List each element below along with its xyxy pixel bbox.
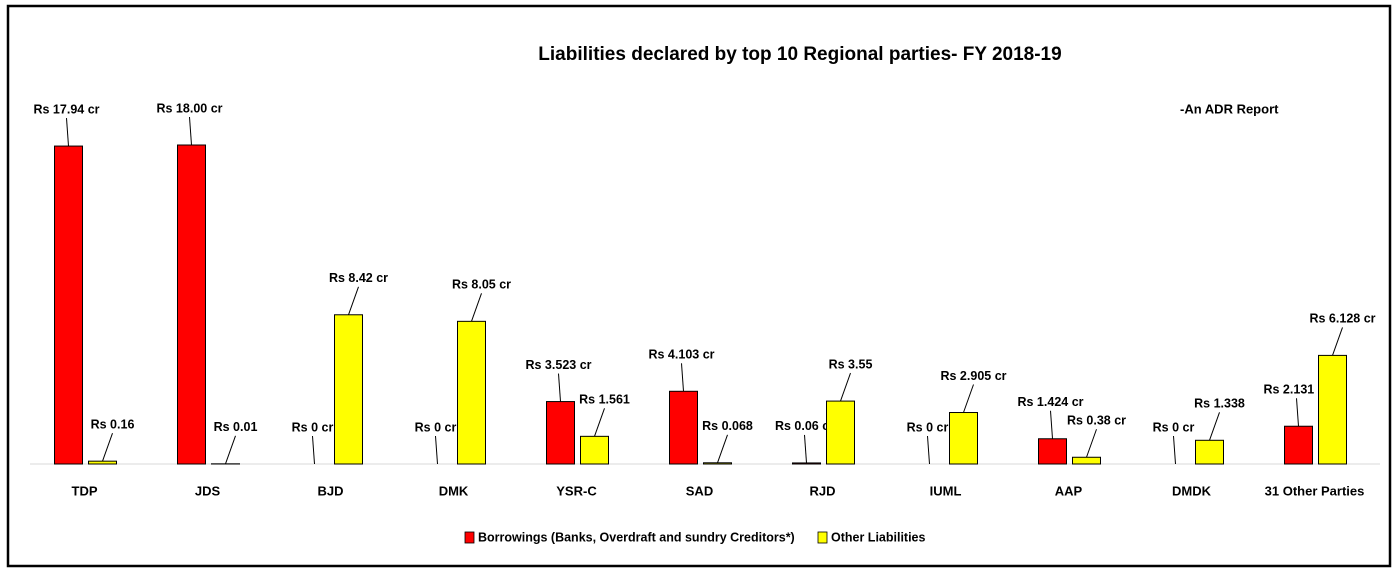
value-label: Rs 18.00 cr bbox=[156, 101, 222, 115]
value-label: Rs 8.05 cr bbox=[452, 278, 511, 292]
leader-line bbox=[435, 435, 438, 465]
leader-line bbox=[66, 118, 69, 147]
leader-line bbox=[348, 286, 359, 315]
leader-line bbox=[963, 384, 974, 413]
leader-line bbox=[558, 373, 561, 402]
value-label: Rs 3.523 cr bbox=[525, 358, 591, 372]
leader-line bbox=[1332, 327, 1343, 356]
leader-line bbox=[594, 408, 605, 437]
value-label: Rs 0.38 cr bbox=[1067, 414, 1126, 428]
bar bbox=[1318, 354, 1347, 465]
value-label: Rs 2.905 cr bbox=[940, 369, 1006, 383]
x-tick-label: JDS bbox=[195, 483, 221, 498]
bar bbox=[1284, 425, 1313, 465]
bar bbox=[826, 400, 855, 465]
legend-label: Other Liabilities bbox=[831, 530, 926, 544]
x-tick-label: DMDK bbox=[1172, 483, 1212, 498]
leader-line bbox=[1050, 410, 1053, 439]
leader-line bbox=[102, 432, 113, 462]
leader-line bbox=[312, 435, 315, 465]
leader-line bbox=[1209, 412, 1220, 441]
leader-line bbox=[189, 116, 192, 146]
leader-line bbox=[840, 372, 851, 402]
value-label: Rs 0 cr bbox=[292, 420, 334, 434]
value-label: Rs 1.338 bbox=[1194, 397, 1245, 411]
legend-label: Borrowings (Banks, Overdraft and sundry … bbox=[478, 530, 795, 544]
bar bbox=[54, 145, 83, 465]
bar bbox=[1038, 438, 1067, 465]
chart-frame bbox=[6, 4, 1392, 568]
x-tick-label: AAP bbox=[1055, 483, 1083, 498]
bar bbox=[334, 314, 363, 465]
bar bbox=[457, 320, 486, 465]
leader-line bbox=[804, 434, 807, 463]
chart-title: Liabilities declared by top 10 Regional … bbox=[538, 44, 1061, 65]
x-tick-label: SAD bbox=[686, 483, 713, 498]
x-tick-label: IUML bbox=[930, 483, 962, 498]
value-label: Rs 0 cr bbox=[415, 420, 457, 434]
leader-line bbox=[225, 435, 236, 464]
leader-line bbox=[471, 293, 482, 322]
value-label: Rs 3.55 bbox=[829, 357, 873, 371]
x-tick-label: BJD bbox=[317, 483, 343, 498]
bar bbox=[546, 401, 575, 465]
x-tick-label: YSR-C bbox=[556, 483, 597, 498]
leader-line bbox=[681, 363, 684, 392]
value-label: Rs 17.94 cr bbox=[33, 102, 99, 116]
value-label: Rs 1.424 cr bbox=[1017, 395, 1083, 409]
leader-line bbox=[1086, 429, 1097, 458]
leader-line bbox=[927, 435, 930, 465]
x-tick-label: RJD bbox=[809, 483, 835, 498]
bar bbox=[177, 144, 206, 465]
value-label: Rs 6.128 cr bbox=[1309, 312, 1375, 326]
leader-line bbox=[1173, 435, 1176, 465]
value-label: Rs 8.42 cr bbox=[329, 271, 388, 285]
bar bbox=[669, 390, 698, 465]
bar bbox=[792, 462, 821, 465]
bar bbox=[949, 412, 978, 465]
leader-line bbox=[1296, 398, 1299, 427]
value-label: Rs 2.131 cr bbox=[1263, 383, 1329, 397]
bar bbox=[1072, 456, 1101, 465]
x-tick-label: 31 Other Parties bbox=[1265, 483, 1365, 498]
annotation: -An ADR Report bbox=[1180, 101, 1279, 116]
value-label: Rs 0.16 bbox=[91, 417, 135, 431]
value-label: Rs 4.103 cr bbox=[648, 348, 714, 362]
bar bbox=[580, 435, 609, 465]
legend-swatch bbox=[464, 531, 475, 544]
value-label: Rs 0 cr bbox=[907, 420, 949, 434]
value-label: Rs 1.561 bbox=[579, 393, 630, 407]
x-tick-label: DMK bbox=[439, 483, 469, 498]
value-label: Rs 0.068 bbox=[702, 419, 753, 433]
bar bbox=[88, 460, 117, 465]
value-label: Rs 0.01 bbox=[214, 420, 258, 434]
legend-swatch bbox=[817, 531, 828, 544]
value-label: Rs 0 cr bbox=[1153, 420, 1195, 434]
bar bbox=[703, 462, 732, 465]
x-tick-label: TDP bbox=[72, 483, 98, 498]
value-label: Rs 0.06 cr bbox=[775, 419, 834, 433]
leader-line bbox=[717, 434, 728, 463]
bar bbox=[1195, 439, 1224, 465]
